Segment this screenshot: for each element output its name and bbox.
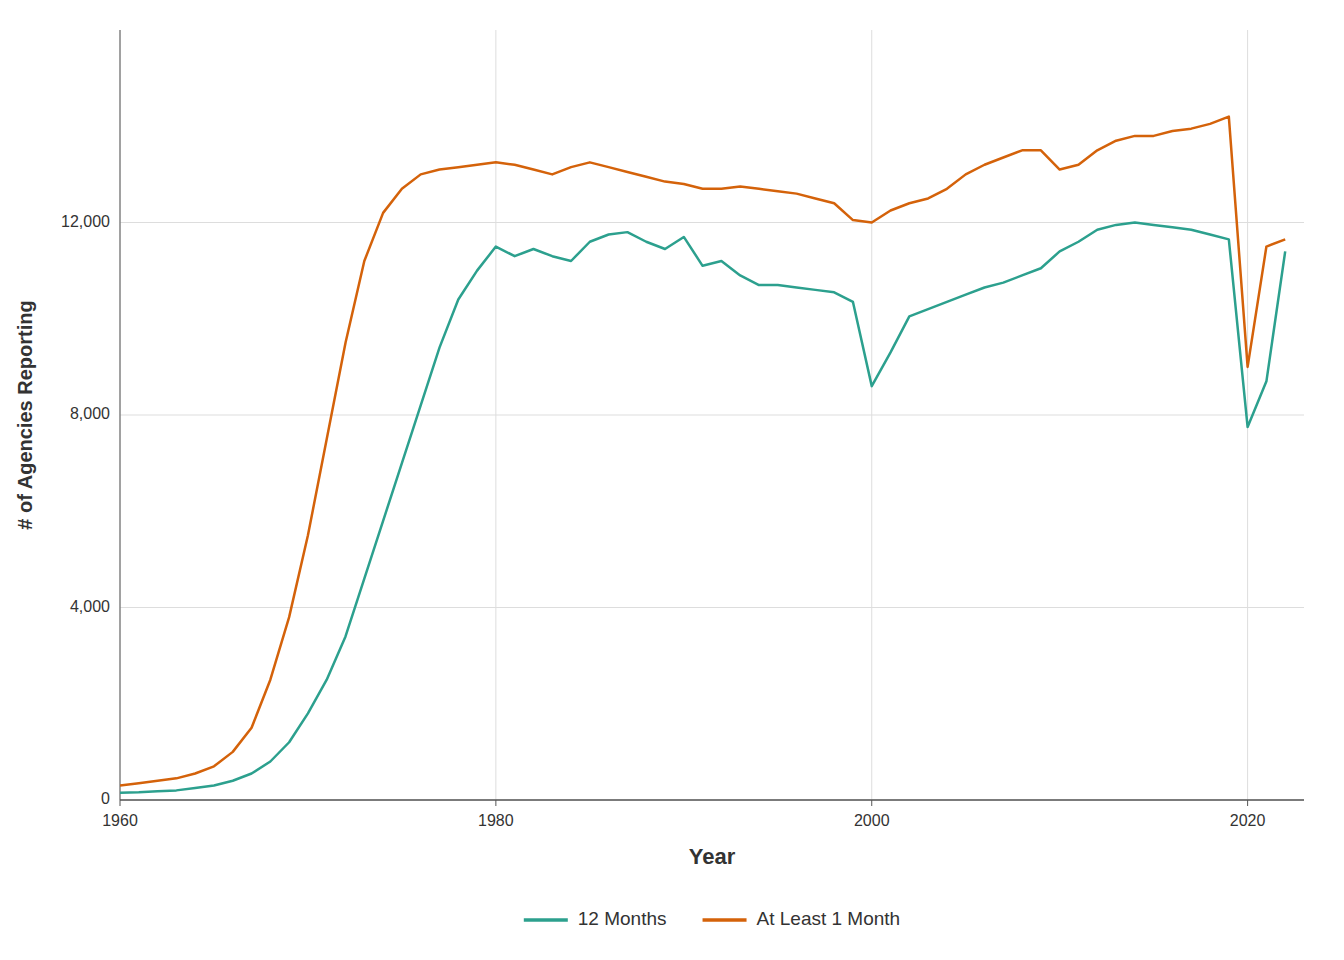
- legend-label: 12 Months: [578, 908, 667, 929]
- y-axis-line: [120, 30, 121, 800]
- y-tick-label: 12,000: [61, 213, 110, 230]
- x-grid-line: [871, 30, 872, 800]
- y-grid-line: [120, 800, 1304, 801]
- legend-swatch: [524, 918, 568, 922]
- page: {"chart_data": { "type": "line", "xlabel…: [0, 0, 1344, 960]
- y-axis-label: # of Agencies Reporting: [14, 300, 36, 529]
- series-line: [120, 117, 1285, 786]
- y-grid-line: [120, 607, 1304, 608]
- x-tick-label: 2020: [1230, 812, 1266, 829]
- x-tick-label: 1980: [478, 812, 514, 829]
- legend-label: At Least 1 Month: [757, 908, 901, 929]
- x-tick-mark: [120, 800, 121, 806]
- legend-item: 12 Months: [524, 908, 667, 929]
- x-tick-label: 1960: [102, 812, 138, 829]
- x-grid-line: [120, 30, 121, 800]
- chart: 0 4,000 8,000 12,000 1960 1980 2000 2020 Year # o…: [0, 0, 1344, 960]
- y-tick-label: 8,000: [70, 405, 110, 422]
- x-axis-label: Year: [689, 844, 736, 869]
- y-tick-label: 4,000: [70, 598, 110, 615]
- x-axis-line: [120, 799, 1304, 801]
- axes: 0 4,000 8,000 12,000 1960 1980 2000 2020: [61, 30, 1304, 829]
- x-tick-mark: [1247, 800, 1248, 806]
- x-grid-line: [495, 30, 496, 800]
- lines: [120, 117, 1285, 793]
- y-tick-label: 0: [101, 790, 110, 807]
- legend: 12 Months At Least 1 Month: [524, 908, 900, 929]
- legend-swatch: [703, 918, 747, 922]
- y-grid-line: [120, 415, 1304, 416]
- x-tick-label: 2000: [854, 812, 890, 829]
- legend-item: At Least 1 Month: [703, 908, 901, 929]
- series-line: [120, 223, 1285, 793]
- grid: [120, 30, 1304, 800]
- x-tick-mark: [495, 800, 496, 806]
- x-tick-mark: [871, 800, 872, 806]
